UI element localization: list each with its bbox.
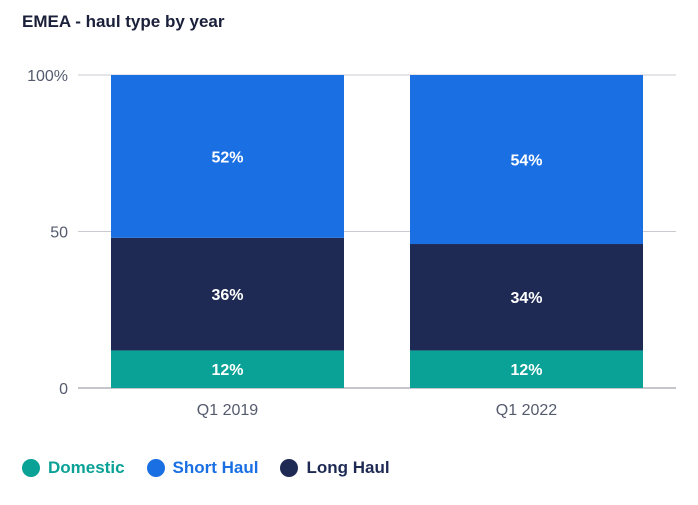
- data-label: 12%: [211, 362, 243, 379]
- legend: Domestic Short Haul Long Haul: [22, 458, 412, 478]
- bar-segment-long-haul: [111, 237, 344, 351]
- data-label: 54%: [510, 153, 542, 170]
- chart-title: EMEA - haul type by year: [22, 12, 225, 31]
- data-label: 12%: [510, 362, 542, 379]
- x-tick-label: Q1 2022: [496, 402, 557, 419]
- legend-item-long-haul[interactable]: Long Haul: [280, 458, 390, 478]
- y-tick-label: 100%: [27, 68, 68, 85]
- legend-label-long-haul: Long Haul: [306, 458, 390, 477]
- data-label: 34%: [510, 290, 542, 307]
- bar-segment-short-haul: [111, 75, 344, 238]
- y-tick-label: 50: [50, 225, 68, 242]
- bar-segment-domestic: [111, 350, 344, 388]
- legend-dot-domestic: [22, 459, 40, 477]
- legend-dot-short-haul: [146, 459, 165, 477]
- x-tick-label: Q1 2019: [197, 402, 258, 419]
- y-tick-label: 0: [59, 381, 68, 398]
- legend-dot-long-haul: [280, 459, 299, 477]
- data-label: 36%: [211, 287, 243, 304]
- legend-label-domestic: Domestic: [48, 458, 125, 477]
- legend-item-short-haul[interactable]: Short Haul: [146, 458, 259, 478]
- bar-segment-domestic: [410, 350, 643, 388]
- data-label: 52%: [211, 149, 243, 166]
- legend-item-domestic[interactable]: Domestic: [22, 458, 125, 478]
- bar-segment-long-haul: [410, 244, 643, 351]
- legend-label-short-haul: Short Haul: [172, 458, 259, 477]
- bar-segment-short-haul: [410, 75, 643, 245]
